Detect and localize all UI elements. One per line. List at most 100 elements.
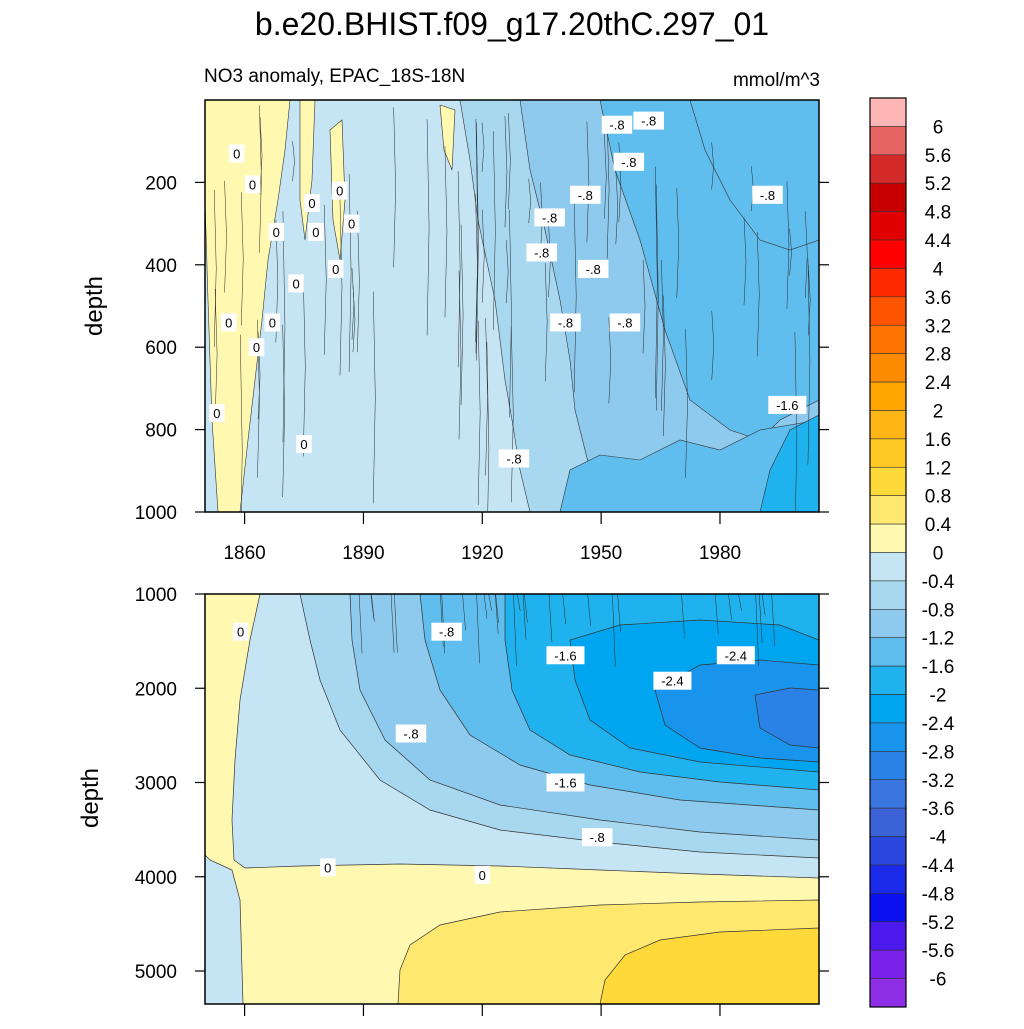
colorbar-swatch: [869, 779, 907, 809]
colorbar-tick-label: -4.8: [922, 884, 955, 905]
contour-label: -.8: [403, 726, 418, 741]
contour-label-bg: [221, 313, 237, 332]
colorbar-tick-label: 0: [933, 544, 944, 565]
colorbar-tick-label: -3.2: [922, 771, 955, 792]
bot-spike: [495, 594, 499, 623]
bot-spikes: [358, 594, 775, 667]
contour-label: 0: [269, 315, 276, 330]
top-spike: [239, 334, 243, 512]
colorbar-labels: 6 5.6 5.2 4.8 4.4 4 3.6 3.2 2.8 2.4 2 1.6 1.2 0.8 0.4 0…: [922, 117, 955, 990]
contour-label: -.8: [609, 118, 624, 133]
top-spike: [282, 324, 285, 498]
top-spike: [807, 258, 811, 465]
colorbar-swatch: [869, 239, 907, 269]
bottom-contour-labels: 0 -.8 -1.6 -2.4 -2.4 -.8 -1.6 -.8 0 0: [232, 622, 755, 884]
top-region-neg2: [759, 414, 819, 512]
colorbar-swatch: [869, 97, 907, 127]
contour-label: -.8: [506, 451, 521, 466]
contour-label-bg: [331, 181, 348, 200]
top-spike: [485, 318, 488, 476]
contour-label-bg: [581, 828, 613, 847]
contour-label: 0: [312, 225, 319, 240]
bot-spike: [371, 594, 375, 622]
bot-spike: [516, 594, 521, 611]
top-spike: [458, 270, 462, 440]
bot-spike: [513, 594, 517, 666]
contour-label: 0: [332, 262, 339, 277]
top-spike: [586, 121, 590, 243]
colorbar-swatch: [869, 665, 907, 695]
top-spike: [493, 131, 496, 330]
contour-label: -.8: [590, 830, 605, 845]
colorbar-tick-label: 3.2: [925, 316, 951, 337]
chart-subtitle: NO3 anomaly, EPAC_18S-18N: [204, 66, 465, 87]
y-tick-label: 3000: [135, 774, 177, 795]
contour-label: 0: [292, 276, 299, 291]
top-spike: [348, 174, 352, 373]
top-spike: [481, 122, 485, 173]
contour-label-bg: [546, 773, 585, 792]
bot-spike: [476, 594, 480, 664]
top-spike: [573, 200, 577, 393]
y-tick-label: 1000: [135, 585, 177, 606]
bottom-y-axis-label: depth: [77, 768, 104, 828]
bottom-frame: [204, 593, 820, 1005]
colorbar-swatch: [869, 609, 907, 639]
top-spike: [475, 118, 479, 354]
bot-spike: [483, 594, 488, 619]
top-spike: [477, 320, 481, 505]
contour-label: 0: [237, 625, 244, 640]
colorbar-tick-label: -0.8: [922, 600, 955, 621]
contour-label: -.8: [617, 315, 632, 330]
colorbar-swatch: [869, 495, 907, 525]
colorbar-swatch: [869, 580, 907, 610]
colorbar-swatch: [869, 751, 907, 781]
contour-label: -.8: [558, 315, 573, 330]
colorbar-frame: [869, 97, 907, 1008]
colorbar-tick-label: -5.2: [922, 913, 955, 934]
top-spike: [743, 217, 747, 305]
x-tick-label: 1890: [342, 543, 384, 564]
y-tick-label: 1000: [135, 503, 177, 524]
contour-label-bg: [577, 259, 609, 278]
y-tick-label: 4000: [135, 868, 177, 889]
contour-label-bg: [228, 144, 245, 163]
contour-label-bg: [264, 313, 281, 332]
bot-spike: [462, 594, 466, 631]
top-spike: [282, 211, 286, 443]
colorbar-tick-label: 1.2: [925, 458, 951, 479]
colorbar-swatch: [869, 438, 907, 468]
top-spike: [544, 263, 548, 382]
colorbar-swatch: [869, 893, 907, 923]
bot-spike: [358, 594, 363, 654]
colorbar-swatch: [869, 381, 907, 411]
top-spike: [663, 295, 666, 437]
colorbar-swatch: [869, 296, 907, 326]
bot-spike: [617, 594, 621, 633]
colorbar-tick-label: -3.6: [922, 799, 955, 820]
top-spike: [676, 187, 680, 298]
top-spike: [393, 107, 396, 268]
contour-label-bg: [752, 185, 783, 204]
top-spike: [292, 141, 295, 182]
contour-label-bg: [343, 214, 360, 233]
colorbar-tick-label: 2.8: [925, 345, 951, 366]
contour-label-bg: [613, 152, 645, 171]
y-tick-label: 5000: [135, 962, 177, 983]
bot-spike: [488, 594, 492, 611]
bot-spike: [612, 594, 616, 667]
colorbar-swatch: [869, 949, 907, 979]
contour-label: -.8: [439, 625, 454, 640]
colorbar-swatch: [869, 864, 907, 894]
contour-label-bg: [248, 338, 265, 357]
bot-spike: [587, 594, 591, 626]
contour-label: 0: [479, 868, 486, 883]
top-spike: [240, 192, 244, 326]
bot-spike: [390, 594, 395, 653]
top-spike: [444, 145, 448, 318]
colorbar-swatch: [869, 722, 907, 752]
top-x-ticks: 1860 1890 1920 1950 1980: [223, 512, 741, 564]
contour-label: -2.4: [725, 648, 747, 663]
contour-label: 0: [213, 406, 220, 421]
